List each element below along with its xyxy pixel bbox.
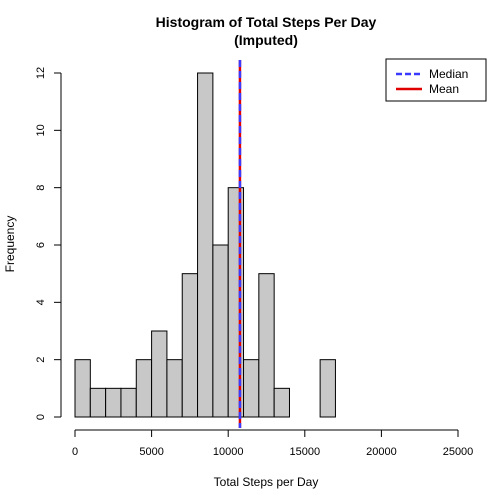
histogram-bar <box>212 244 229 418</box>
histogram-bar <box>227 187 245 418</box>
y-axis: 0 2 4 6 8 10 12 <box>35 67 62 420</box>
x-tick-label: 5000 <box>139 446 163 458</box>
histogram-bars <box>74 72 336 418</box>
y-axis-label: Frequency <box>3 216 17 273</box>
y-tick-label: 10 <box>35 124 47 136</box>
x-tick-label: 15000 <box>290 446 321 458</box>
histogram-bar <box>181 273 199 418</box>
histogram-bar <box>74 359 91 418</box>
chart-title-line-2: (Imputed) <box>234 32 298 48</box>
histogram-bar <box>273 387 290 418</box>
histogram-bar <box>89 387 107 418</box>
x-tick-label: 25000 <box>443 446 474 458</box>
y-tick-label: 6 <box>35 242 47 248</box>
legend: Median Mean <box>385 58 487 102</box>
histogram-bar <box>151 330 168 418</box>
histogram-bar <box>197 72 214 418</box>
legend-box <box>385 58 487 102</box>
histogram-bar <box>105 387 122 418</box>
x-axis: 0 5000 10000 15000 20000 25000 <box>72 429 474 458</box>
histogram-bar <box>166 359 183 418</box>
x-tick-label: 0 <box>72 446 78 458</box>
y-tick-label: 0 <box>35 414 47 420</box>
histogram-bar <box>319 359 336 418</box>
y-tick-label: 12 <box>35 67 47 79</box>
legend-label-mean: Mean <box>429 82 459 96</box>
x-tick-label: 10000 <box>213 446 244 458</box>
x-tick-label: 20000 <box>366 446 397 458</box>
x-axis-label: Total Steps per Day <box>214 475 319 489</box>
histogram-bar <box>258 273 275 418</box>
y-tick-label: 4 <box>35 299 47 305</box>
chart-title-line-1: Histogram of Total Steps Per Day <box>156 14 377 30</box>
histogram-bar <box>135 359 153 418</box>
legend-label-median: Median <box>429 67 468 81</box>
y-tick-label: 2 <box>35 357 47 363</box>
histogram-bar <box>120 387 137 418</box>
histogram-bar <box>243 359 260 418</box>
y-tick-label: 8 <box>35 185 47 191</box>
